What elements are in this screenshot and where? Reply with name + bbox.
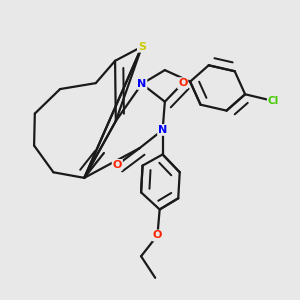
- Text: S: S: [138, 42, 146, 52]
- Text: N: N: [137, 79, 146, 89]
- Text: O: O: [178, 78, 188, 88]
- Text: Cl: Cl: [268, 96, 279, 106]
- Text: N: N: [158, 125, 167, 135]
- Text: O: O: [112, 160, 122, 170]
- Text: O: O: [153, 230, 162, 241]
